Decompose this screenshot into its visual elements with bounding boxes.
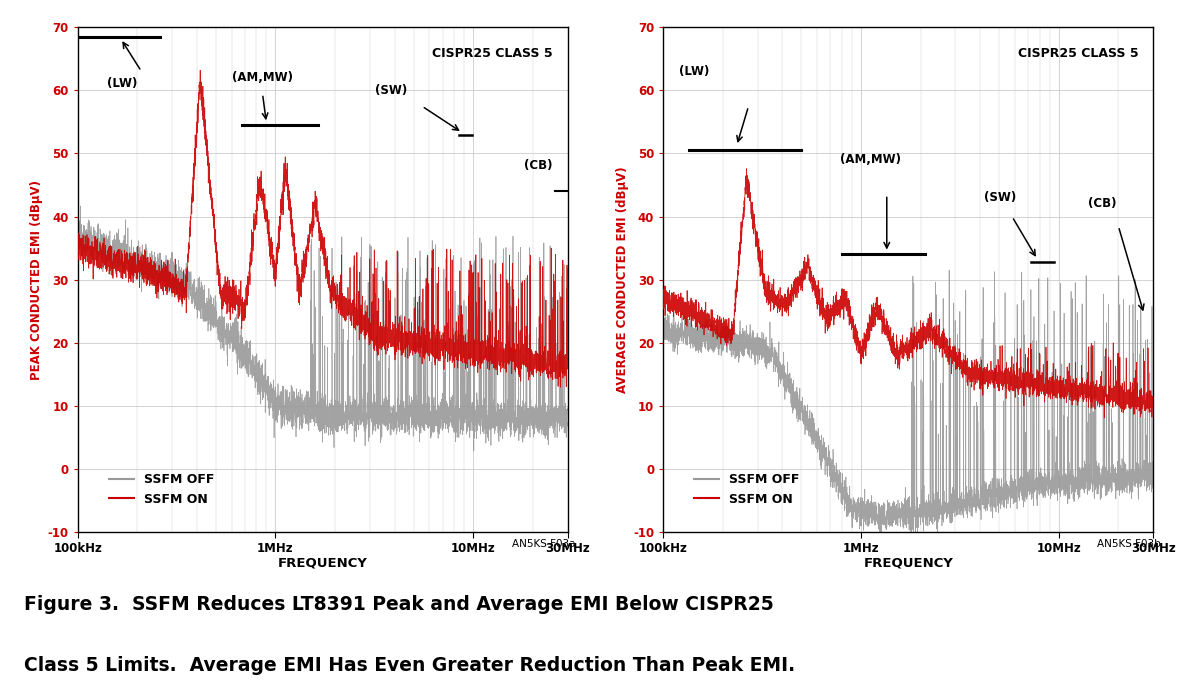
Text: (AM,MW): (AM,MW) bbox=[232, 71, 293, 84]
Text: (LW): (LW) bbox=[679, 65, 710, 78]
Legend: SSFM OFF, SSFM ON: SSFM OFF, SSFM ON bbox=[104, 469, 219, 511]
Text: (SW): (SW) bbox=[375, 83, 407, 97]
Y-axis label: AVERAGE CONDUCTED EMI (dBμV): AVERAGE CONDUCTED EMI (dBμV) bbox=[615, 166, 629, 393]
Text: Figure 3.  SSFM Reduces LT8391 Peak and Average EMI Below CISPR25: Figure 3. SSFM Reduces LT8391 Peak and A… bbox=[24, 595, 773, 614]
Text: (CB): (CB) bbox=[1087, 197, 1116, 210]
Text: Class 5 Limits.  Average EMI Has Even Greater Reduction Than Peak EMI.: Class 5 Limits. Average EMI Has Even Gre… bbox=[24, 656, 795, 675]
Text: CISPR25 CLASS 5: CISPR25 CLASS 5 bbox=[1018, 48, 1139, 61]
Y-axis label: PEAK CONDUCTED EMI (dBμV): PEAK CONDUCTED EMI (dBμV) bbox=[30, 179, 43, 380]
Text: CISPR25 CLASS 5: CISPR25 CLASS 5 bbox=[433, 48, 553, 61]
Text: AN5KS F03a: AN5KS F03a bbox=[511, 539, 576, 549]
Text: AN5KS F03b: AN5KS F03b bbox=[1097, 539, 1162, 549]
Text: (SW): (SW) bbox=[985, 191, 1017, 204]
Text: (CB): (CB) bbox=[523, 159, 552, 173]
Text: (AM,MW): (AM,MW) bbox=[840, 153, 901, 166]
X-axis label: FREQUENCY: FREQUENCY bbox=[277, 557, 368, 569]
X-axis label: FREQUENCY: FREQUENCY bbox=[863, 557, 954, 569]
Text: (LW): (LW) bbox=[106, 77, 137, 90]
Legend: SSFM OFF, SSFM ON: SSFM OFF, SSFM ON bbox=[690, 469, 804, 511]
